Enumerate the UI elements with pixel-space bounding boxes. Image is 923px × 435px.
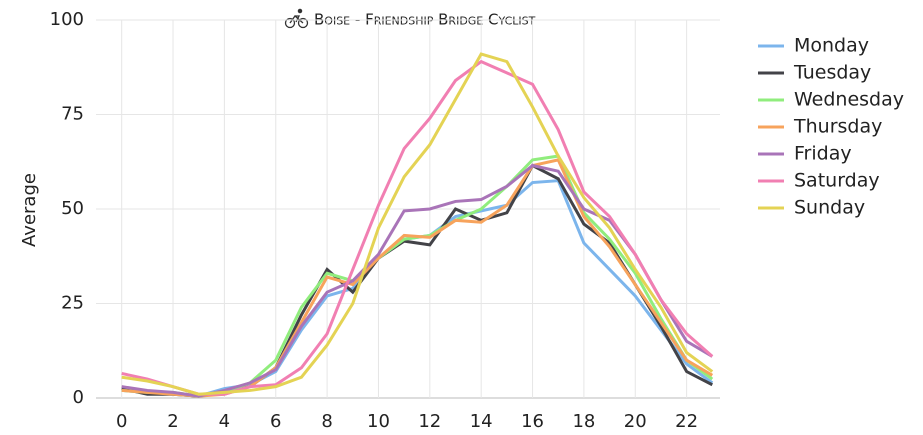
legend-label: Wednesday: [794, 89, 904, 111]
legend-label: Thursday: [793, 116, 882, 138]
x-tick-label: 14: [470, 411, 493, 432]
legend-label: Friday: [794, 143, 852, 165]
bike-icon: [284, 8, 309, 29]
x-tick-label: 10: [367, 411, 390, 432]
legend-label: Tuesday: [793, 62, 871, 84]
x-tick-label: 4: [219, 411, 230, 432]
y-tick-label: 75: [61, 104, 84, 125]
x-tick-label: 0: [116, 411, 127, 432]
legend-label: Sunday: [794, 197, 865, 219]
x-tick-label: 2: [167, 411, 178, 432]
line: [121, 154, 714, 398]
line: [121, 163, 714, 398]
line: [121, 52, 714, 396]
y-axis-label: Average: [19, 173, 40, 247]
x-tick-label: 6: [270, 411, 281, 432]
x-tick-label: 22: [675, 411, 698, 432]
y-tick-label: 25: [61, 293, 84, 314]
y-tick-label: 0: [73, 387, 84, 408]
line: [121, 179, 714, 398]
x-tick-label: 12: [418, 411, 441, 432]
x-tick-label: 20: [624, 411, 647, 432]
x-tick-label: 8: [321, 411, 332, 432]
y-tick-label: 50: [61, 198, 84, 219]
legend-label: Monday: [794, 35, 869, 57]
y-tick-label: 100: [50, 9, 84, 30]
line: [121, 158, 714, 398]
line: [121, 163, 713, 398]
legend-label: Saturday: [794, 170, 880, 192]
x-tick-label: 16: [521, 411, 544, 432]
x-tick-label: 18: [572, 411, 595, 432]
line: [121, 59, 714, 396]
